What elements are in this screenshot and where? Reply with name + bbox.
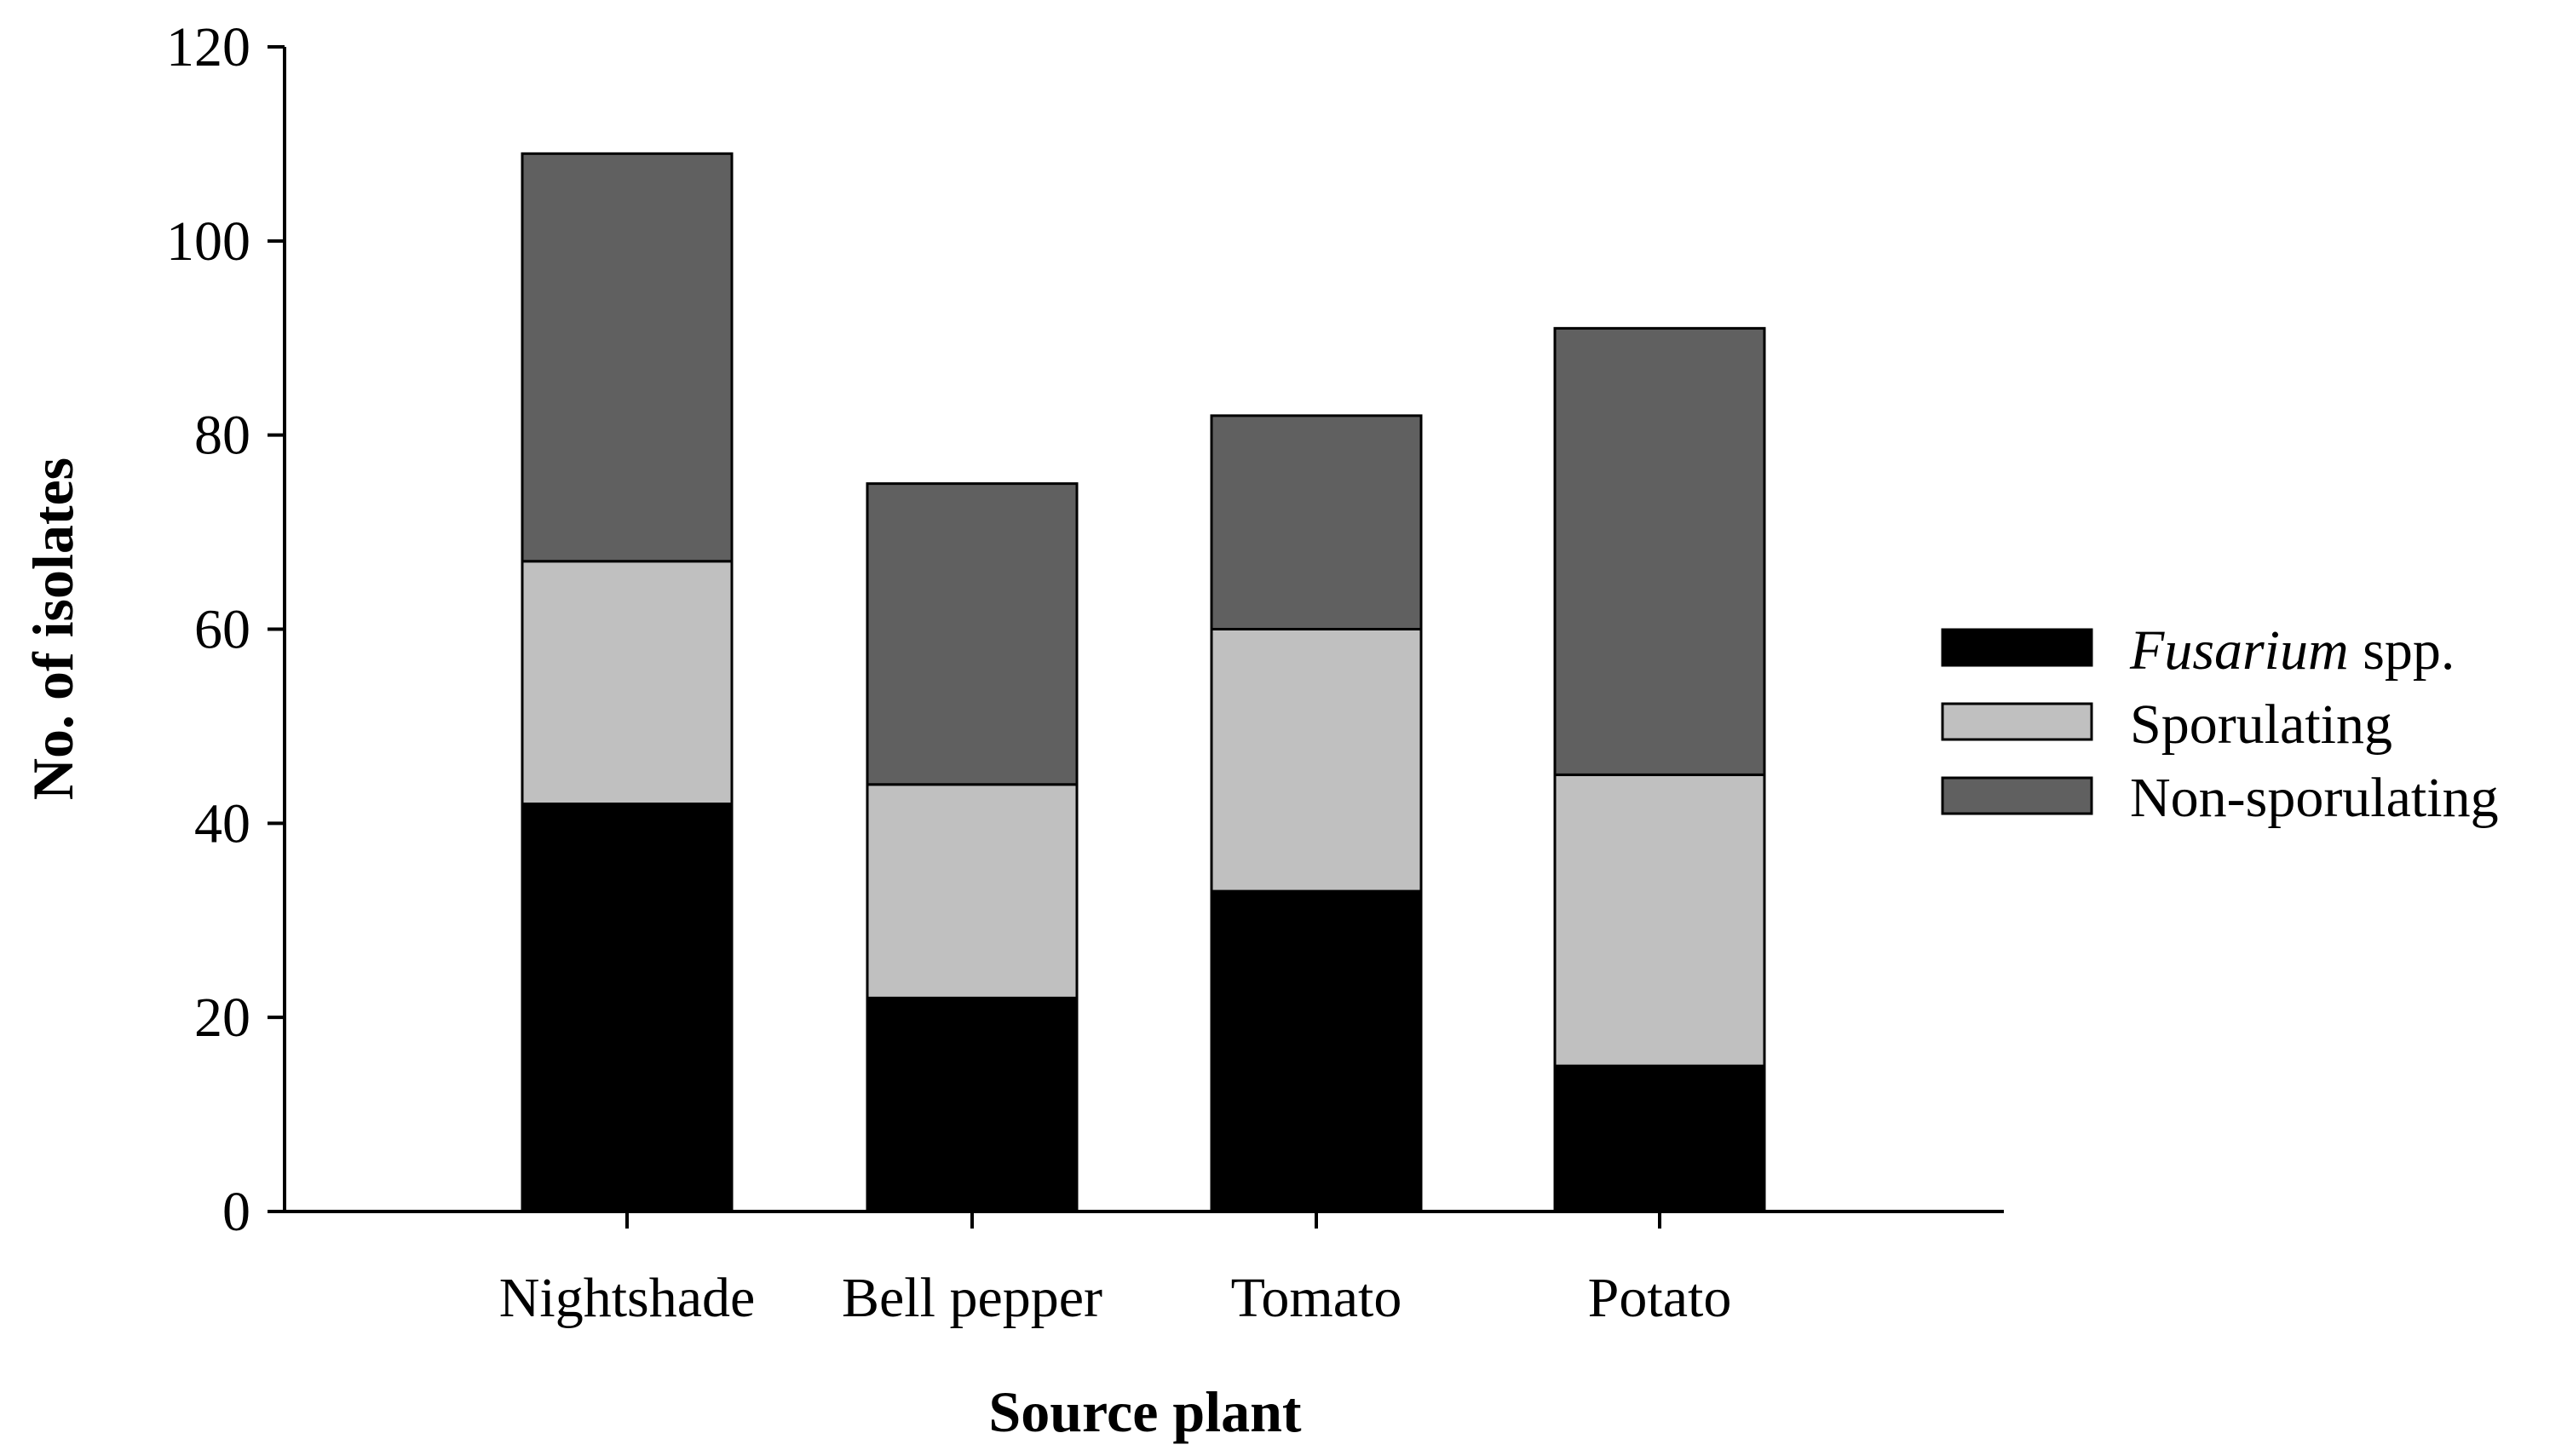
y-tick-label-40: 40 [194, 792, 250, 855]
bar-tomato-sporulating [1210, 628, 1423, 893]
bar-potato-non-sporulating [1553, 326, 1766, 776]
bar-nightshade-non-sporulating [521, 152, 734, 563]
bar-nightshade-fusarium-spp [521, 803, 734, 1213]
bar-nightshade-sporulating [521, 560, 734, 806]
legend-label-fusarium: Fusarium spp. [2129, 619, 2455, 682]
legend-label-sporulating: Sporulating [2130, 693, 2392, 756]
bar-potato-sporulating [1553, 773, 1766, 1068]
y-axis-title: No. of isolates [20, 458, 85, 800]
x-tick-label-potato: Potato [1588, 1267, 1732, 1329]
x-axis-title: Source plant [988, 1379, 1301, 1444]
legend-label-non-sporulating: Non-sporulating [2130, 767, 2499, 829]
y-ticks-group: 0 20 40 60 80 100 120 [166, 16, 285, 1243]
y-tick-label-0: 0 [222, 1181, 250, 1243]
legend: Fusarium spp. Sporulating Non-sporulatin… [1941, 619, 2499, 829]
bar-bell-pepper-non-sporulating [866, 482, 1079, 786]
y-tick-label-100: 100 [166, 210, 250, 273]
x-tick-label-tomato: Tomato [1231, 1267, 1402, 1329]
legend-swatch-non-sporulating [1941, 776, 2093, 815]
bar-bell-pepper-fusarium-spp [866, 996, 1079, 1213]
legend-label-fusarium-rest: spp. [2349, 619, 2455, 682]
bar-tomato-non-sporulating [1210, 414, 1423, 630]
bar-tomato-fusarium-spp [1210, 889, 1423, 1213]
x-tick-label-bell-pepper: Bell pepper [842, 1267, 1102, 1329]
legend-swatch-sporulating [1941, 702, 2093, 741]
legend-swatch-fusarium [1941, 628, 2093, 667]
y-tick-label-120: 120 [166, 16, 250, 78]
y-tick-label-60: 60 [194, 599, 250, 661]
x-tick-label-nightshade: Nightshade [499, 1267, 756, 1329]
y-tick-label-80: 80 [194, 405, 250, 467]
bar-bell-pepper-sporulating [866, 783, 1079, 999]
legend-label-fusarium-italic: Fusarium [2129, 619, 2349, 682]
bar-potato-fusarium-spp [1553, 1064, 1766, 1213]
y-tick-label-20: 20 [194, 987, 250, 1049]
bars-group [521, 152, 1766, 1213]
x-ticks-group: Nightshade Bell pepper Tomato Potato [499, 1211, 1732, 1329]
